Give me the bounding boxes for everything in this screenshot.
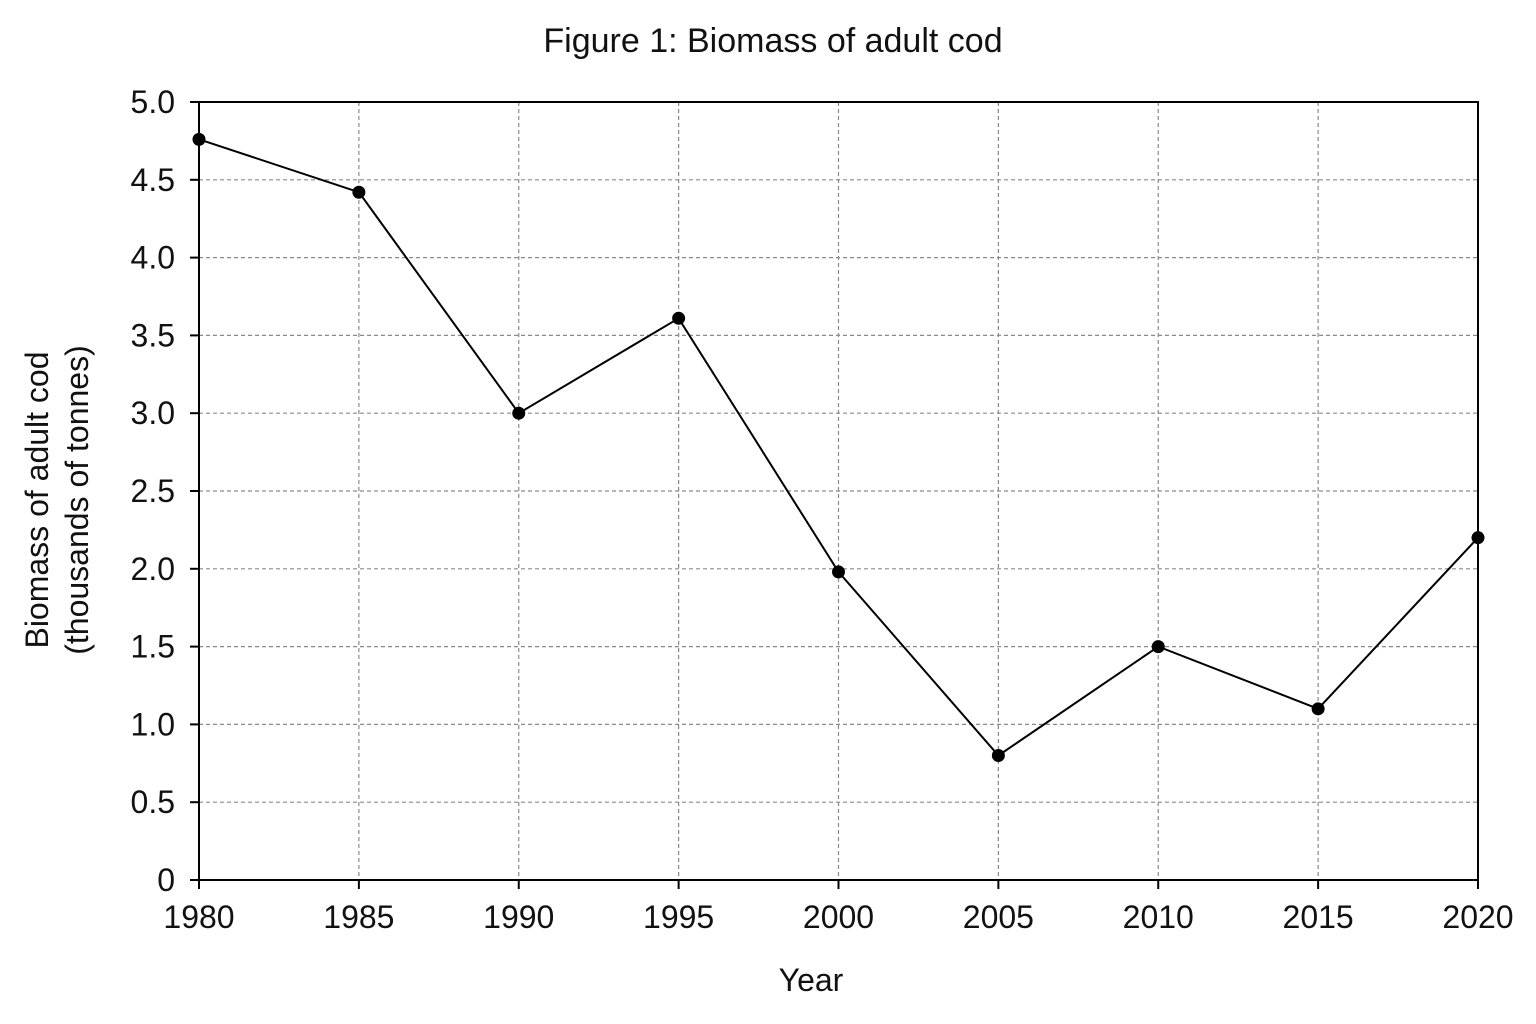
data-point [991,749,1005,763]
data-point [672,311,686,325]
y-tick-label: 3.0 [131,395,175,431]
x-axis-label: Year [779,962,844,998]
data-point [512,406,526,420]
y-axis-ticks: 0 0.5 1.0 1.5 2.0 2.5 3.0 3.5 4.0 4.5 5.0 [131,84,199,898]
y-tick-label: 1.0 [131,706,175,742]
y-tick-label: 2.5 [131,473,175,509]
x-tick-label: 1990 [483,899,554,935]
data-point [1471,531,1485,545]
x-tick-label: 1980 [163,899,234,935]
y-tick-label: 5.0 [131,84,175,120]
grid-lines [199,102,1478,880]
y-tick-label: 0 [157,862,175,898]
x-tick-label: 2010 [1123,899,1194,935]
data-point [352,185,366,199]
y-tick-label: 4.5 [131,162,175,198]
y-tick-label: 1.5 [131,629,175,665]
y-tick-label: 2.0 [131,551,175,587]
x-tick-label: 2020 [1442,899,1513,935]
chart-title: Figure 1: Biomass of adult cod [543,22,1002,60]
y-axis-label-line-1: Biomass of adult cod [19,351,55,648]
y-tick-label: 4.0 [131,240,175,276]
data-point [1311,702,1325,716]
y-tick-label: 3.5 [131,317,175,353]
x-tick-label: 2005 [963,899,1034,935]
y-axis-label-line-2: (thousands of tonnes) [59,345,95,655]
x-tick-label: 1995 [643,899,714,935]
data-point [192,132,206,146]
x-axis-ticks: 1980 1985 1990 1995 2000 2005 2010 2015 2020 [163,880,1514,935]
y-tick-label: 0.5 [131,784,175,820]
data-point [1151,640,1165,654]
x-tick-label: 1985 [323,899,394,935]
y-axis-label: Biomass of adult cod (thousands of tonne… [19,345,95,655]
data-point [832,565,845,579]
plot-frame [198,101,1479,881]
x-tick-label: 2015 [1283,899,1354,935]
series-biomass [192,132,1485,763]
x-tick-label: 2000 [803,899,874,935]
